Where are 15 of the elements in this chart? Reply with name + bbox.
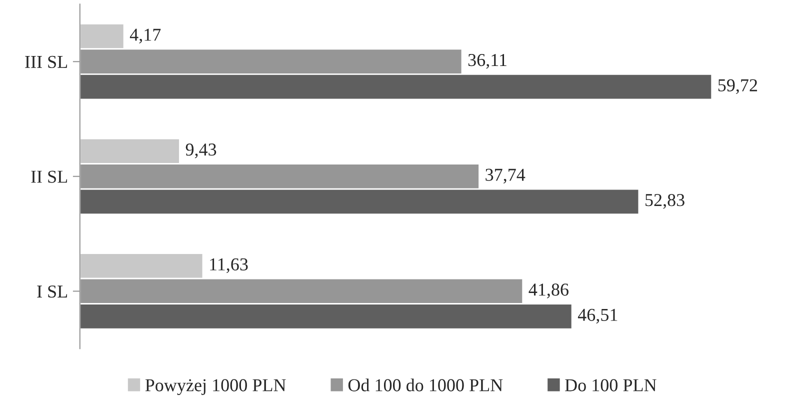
data-label: 9,43 (186, 144, 216, 158)
data-label: 52,83 (646, 194, 684, 209)
data-label: 41,86 (528, 284, 568, 298)
legend-label: Od 100 do 1000 PLN (348, 378, 503, 392)
data-label: 36,11 (468, 54, 506, 69)
y-tick-label: II SL (31, 170, 68, 183)
y-tick-label: I SL (37, 286, 68, 298)
data-label: 37,74 (486, 168, 526, 184)
y-tick-label: III SL (25, 56, 68, 68)
legend-label: Do 100 PLN (565, 379, 656, 392)
data-label: 59,72 (718, 79, 758, 94)
data-label: 46,51 (578, 308, 618, 324)
legend-label: Powyżej 1000 PLN (145, 379, 286, 396)
data-label: 4,17 (130, 28, 161, 44)
data-label: 11,63 (210, 258, 248, 274)
